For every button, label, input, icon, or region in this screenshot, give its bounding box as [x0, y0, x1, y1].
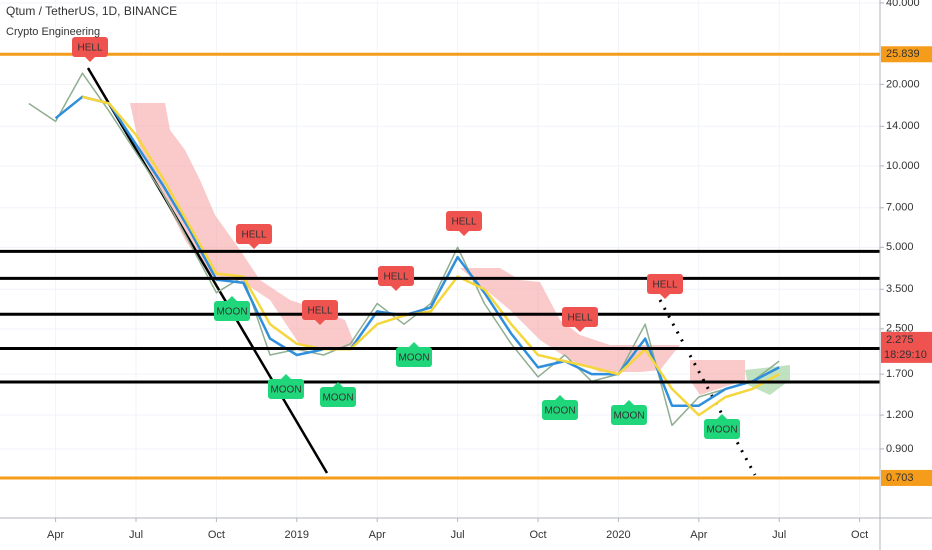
signal-box [611, 405, 647, 425]
signal-label: MOON [216, 307, 247, 318]
x-tick-label: 2019 [285, 529, 309, 541]
x-tick-label: 2020 [606, 529, 630, 541]
signal-pointer [459, 231, 469, 236]
signal-pointer [660, 294, 670, 299]
y-tick-label: 1.700 [886, 368, 914, 380]
x-tick-label: Oct [851, 529, 868, 541]
signal-label: HELL [307, 306, 332, 317]
x-tick-label: Oct [529, 529, 546, 541]
x-tick-label: Apr [369, 529, 386, 541]
signal-box [647, 274, 683, 294]
signal-pointer [249, 244, 259, 249]
signal-box [378, 266, 414, 286]
signal-label: MOON [270, 385, 301, 396]
signal-label: HELL [241, 230, 266, 241]
signal-pointer [409, 342, 419, 347]
signal-label: HELL [77, 43, 102, 54]
series-line [54, 95, 780, 407]
signal-label: MOON [398, 353, 429, 364]
signal-box [320, 387, 356, 407]
y-tick-label: 1.200 [886, 409, 914, 421]
y-tick-label: 7.000 [886, 202, 914, 214]
x-tick-label: Apr [47, 529, 64, 541]
signal-box [542, 400, 578, 420]
cloud [460, 268, 680, 372]
axis: 40.000 20.000 14.000 10.000 7.000 5.000 3.500 2… [47, 0, 932, 541]
signal-box [302, 300, 338, 320]
signal-box [562, 307, 598, 327]
signal-label: MOON [706, 425, 737, 436]
signal-pointer [281, 374, 291, 379]
countdown: 18:29:10 [884, 349, 927, 361]
cloud [130, 103, 355, 350]
signal-label: HELL [652, 280, 677, 291]
signal-label: HELL [567, 313, 592, 324]
signal-box [396, 347, 432, 367]
y-tick-label: 2.500 [886, 323, 914, 335]
series-line [82, 95, 780, 417]
signal-box [446, 211, 482, 231]
x-tick-label: Jul [451, 529, 465, 541]
signal-pointer [227, 296, 237, 301]
y-tick-label: 14.000 [886, 120, 920, 132]
signal-label: HELL [383, 272, 408, 283]
signal-box [268, 379, 304, 399]
level-label: 25.839 [886, 48, 920, 60]
level-label-box [881, 46, 932, 63]
signal-box [72, 37, 108, 57]
x-tick-label: Oct [208, 529, 225, 541]
y-tick-label: 5.000 [886, 241, 914, 253]
y-tick-label: 10.000 [886, 160, 920, 172]
signal-label: MOON [544, 406, 575, 417]
x-tick-label: Jul [772, 529, 786, 541]
price-axis [880, 0, 932, 550]
signal-pointer [315, 320, 325, 325]
signal-label: HELL [451, 217, 476, 228]
signal-box [214, 301, 250, 321]
y-tick-label: 3.500 [886, 283, 914, 295]
y-tick-label: 20.000 [886, 78, 920, 90]
signal-pointer [85, 57, 95, 62]
level-label: 0.703 [886, 472, 914, 484]
signal-label: MOON [322, 393, 353, 404]
y-tick-label: 40.000 [886, 0, 920, 9]
signal-pointer [391, 286, 401, 291]
signal-pointer [333, 382, 343, 387]
plot: HELL HELL HELL HELL HELL HELL HELL MOON MOON MOON… [0, 37, 880, 480]
trend-line [658, 299, 757, 476]
indicator-name: Crypto Engineering [6, 26, 100, 38]
signal-label: MOON [613, 411, 644, 422]
last-price-box [881, 331, 932, 363]
signal-pointer [555, 395, 565, 400]
signal-pointer [624, 400, 634, 405]
signal-box [704, 419, 740, 439]
chart-title: Qtum / TetherUS, 1D, BINANCE [6, 4, 177, 18]
last-price: 2.275 [886, 334, 914, 346]
signal-pointer [575, 327, 585, 332]
x-tick-label: Jul [129, 529, 143, 541]
cloud [690, 360, 745, 395]
y-tick-label: 0.900 [886, 443, 914, 455]
level-label-box [881, 469, 932, 486]
trend-line [86, 67, 329, 474]
x-tick-label: Apr [690, 529, 707, 541]
signal-box [236, 224, 272, 244]
signal-pointer [717, 414, 727, 419]
